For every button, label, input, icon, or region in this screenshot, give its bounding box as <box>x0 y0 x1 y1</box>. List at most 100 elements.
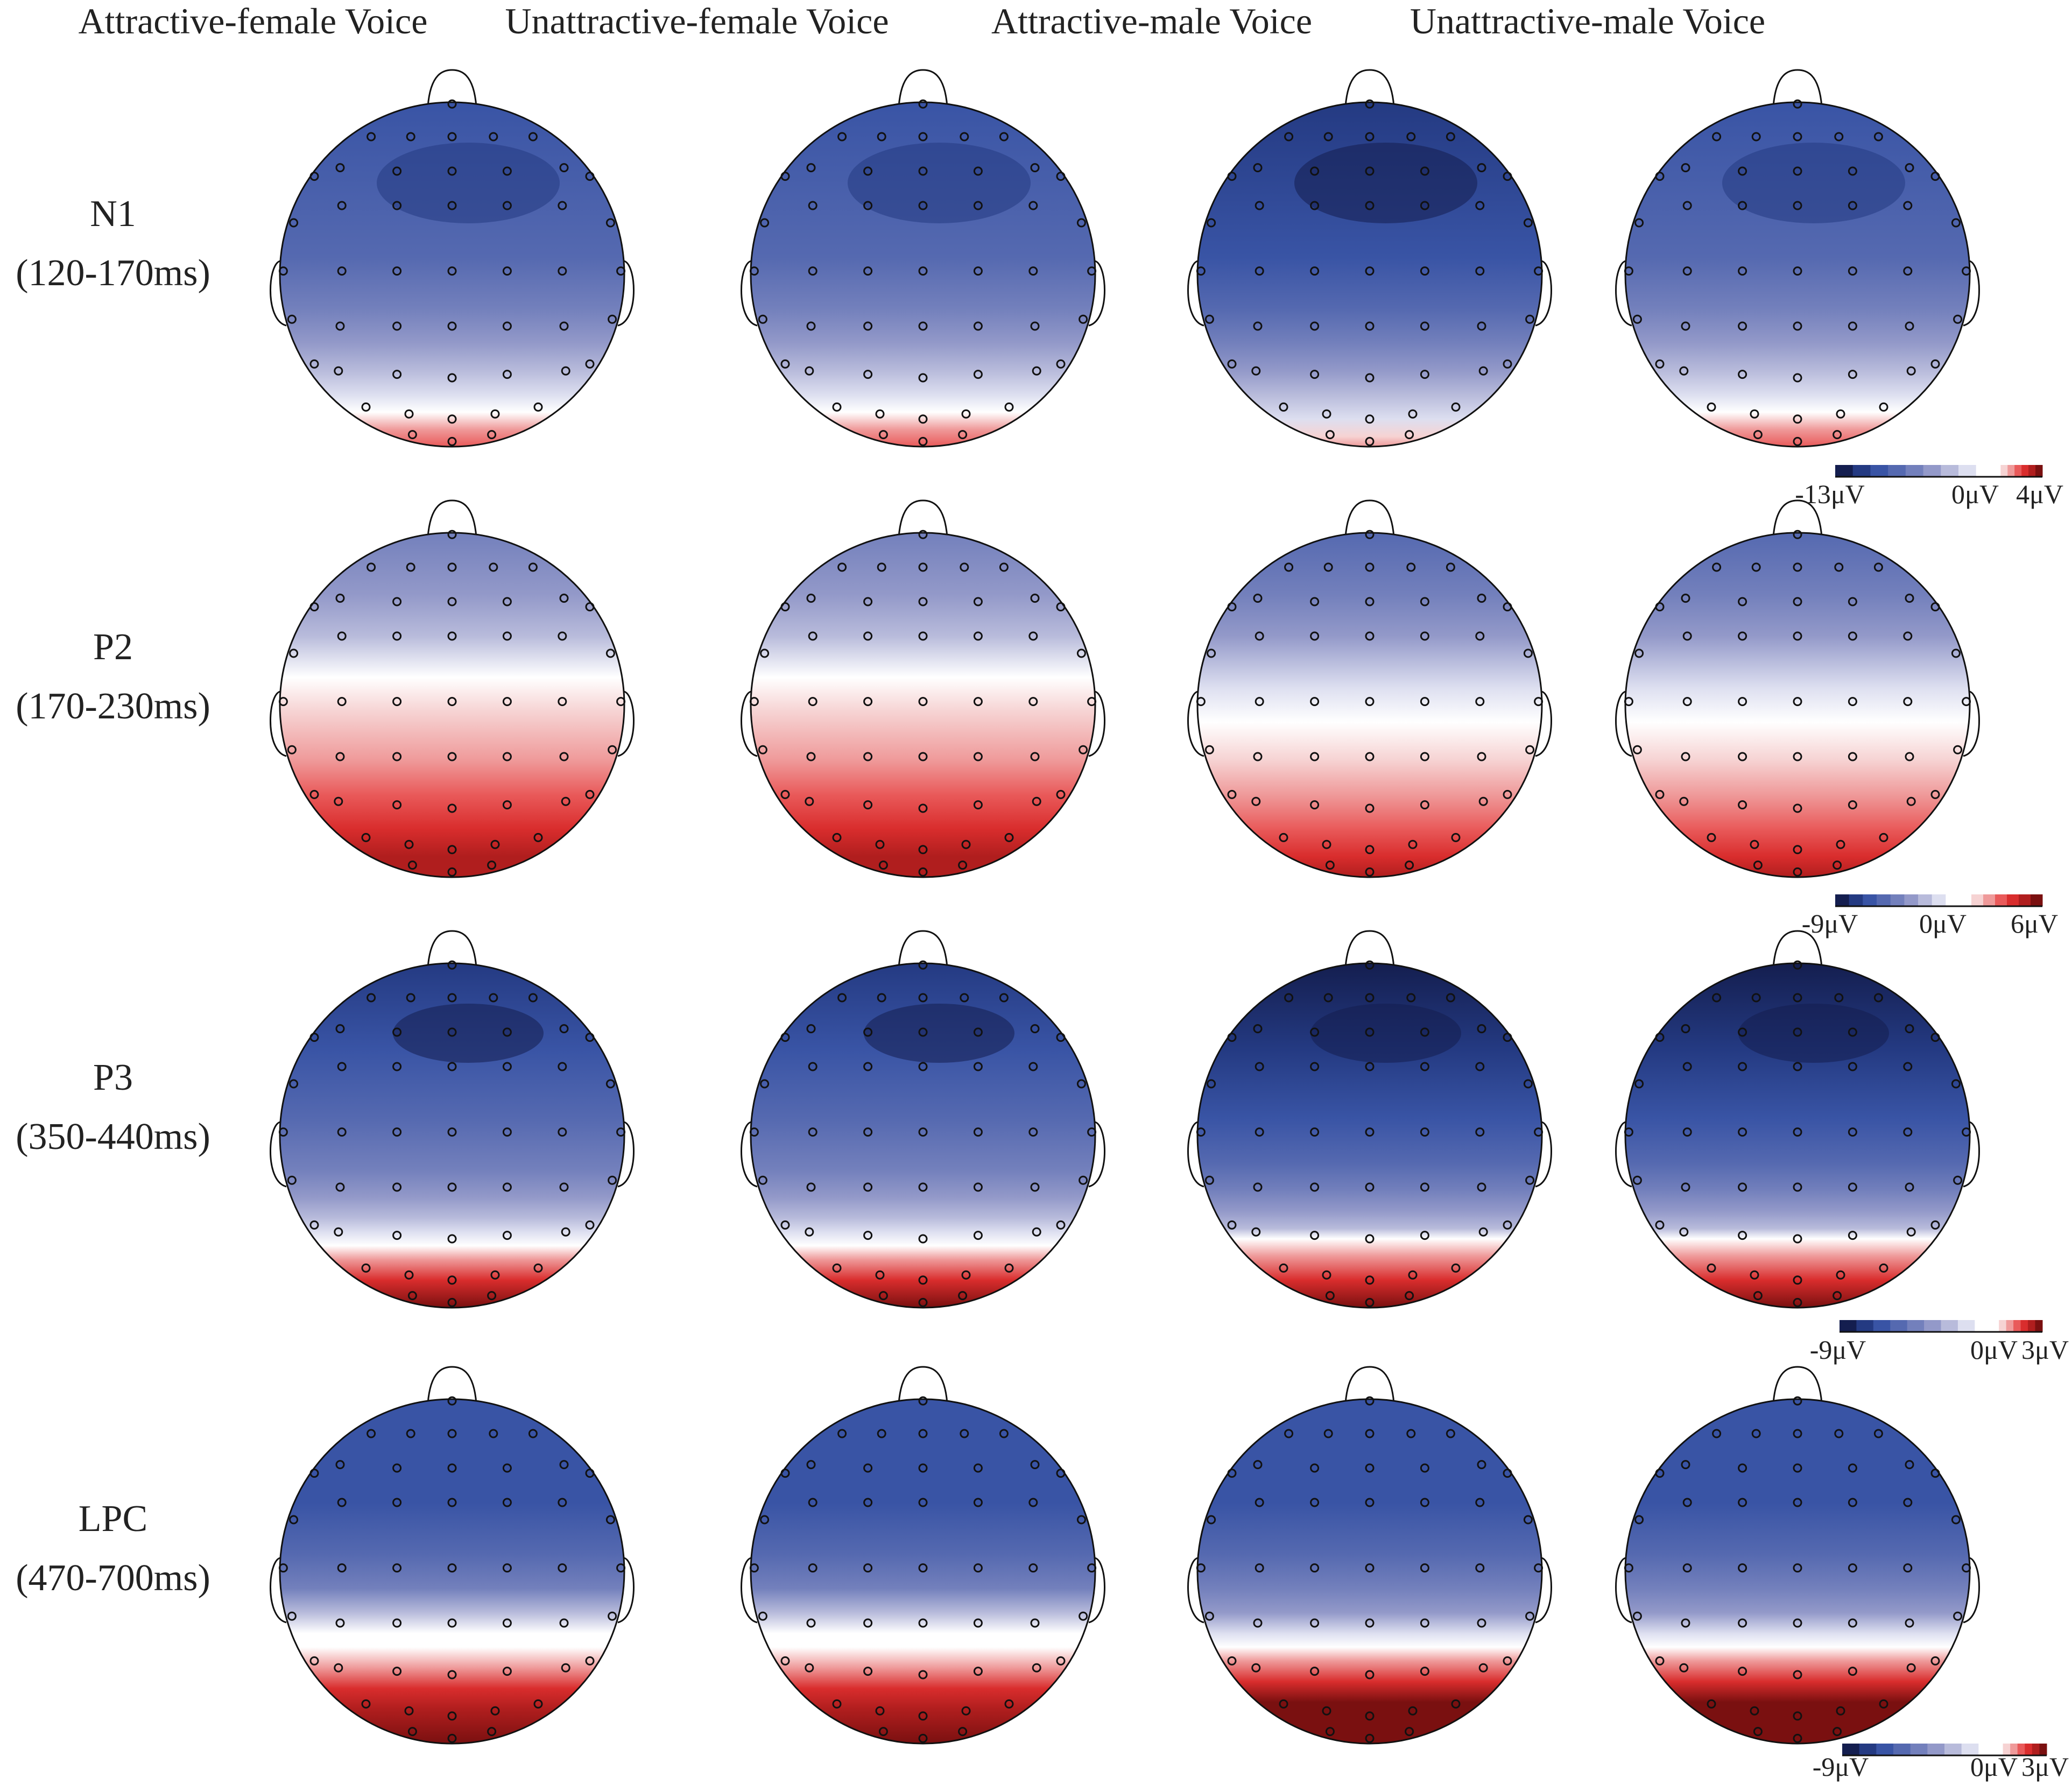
electrode-marker <box>1227 359 1237 369</box>
electrode-marker <box>1420 166 1429 176</box>
electrode-marker <box>447 1127 457 1137</box>
electrode-marker <box>502 1563 512 1573</box>
colorbar-n1: -13μV 0μV 4μV <box>1795 465 2063 509</box>
electrode-marker <box>278 697 288 707</box>
electrode-marker <box>918 1670 928 1680</box>
electrode-marker <box>999 1429 1009 1438</box>
electrode-marker <box>1408 1706 1418 1716</box>
electrode-marker <box>1365 1463 1375 1473</box>
electrode-marker <box>367 132 376 142</box>
electrode-marker <box>863 1498 873 1507</box>
electrode-marker <box>1420 1667 1429 1676</box>
electrode-marker <box>616 1563 626 1573</box>
electrode-marker <box>973 321 983 331</box>
electrode-marker <box>1751 132 1761 142</box>
head-outline <box>1196 101 1543 448</box>
electrode-marker <box>760 218 770 228</box>
electrode-marker <box>1087 697 1097 707</box>
frontal-extremum <box>1294 143 1477 223</box>
electrode-marker <box>1365 803 1375 813</box>
electrode-marker <box>1475 1127 1485 1137</box>
electrode-marker <box>1365 1733 1375 1743</box>
head-outline <box>1196 1398 1543 1745</box>
electrode-marker <box>1738 597 1747 606</box>
electrode-marker <box>561 1663 570 1673</box>
colorbar-swatch <box>1957 1320 1975 1332</box>
electrode-marker <box>334 1227 343 1237</box>
left-ear-outline <box>270 260 287 327</box>
electrode-marker <box>1930 789 1940 799</box>
electrode-marker <box>1712 1429 1722 1438</box>
electrode-marker <box>287 314 297 324</box>
electrode-marker <box>1478 1663 1488 1673</box>
electrode-marker <box>878 860 888 870</box>
electrode-marker <box>502 752 512 761</box>
electrode-marker <box>1848 1618 1857 1628</box>
electrode-marker <box>287 745 297 754</box>
electrode-marker <box>447 867 457 877</box>
electrode-marker <box>447 373 457 383</box>
electrode-marker <box>1738 321 1747 331</box>
electrode-marker <box>447 752 457 761</box>
electrode-marker <box>749 266 759 276</box>
colorbar-swatch <box>1856 1320 1874 1332</box>
electrode-marker <box>1204 314 1214 324</box>
electrode-marker <box>1707 832 1716 842</box>
electrode-marker <box>1523 648 1533 658</box>
electrode-marker <box>961 839 971 849</box>
electrode-marker <box>1906 796 1916 806</box>
electrode-marker <box>1738 1498 1747 1507</box>
colorbar-swatch <box>1890 1320 1908 1332</box>
electrode-marker <box>973 631 983 641</box>
nose-outline <box>898 69 948 107</box>
colorbar-swatch <box>1975 1320 1992 1332</box>
electrode-marker <box>1833 1727 1842 1737</box>
electrode-marker <box>918 201 928 210</box>
electrode-marker <box>1446 562 1455 572</box>
colorbar-swatch <box>1932 894 1946 906</box>
electrode-marker <box>1420 1563 1429 1573</box>
frontal-extremum <box>848 143 1031 223</box>
electrode-marker <box>1207 218 1216 228</box>
electrode-marker <box>918 1275 928 1285</box>
electrode-marker <box>918 373 928 383</box>
electrode-marker <box>1475 266 1485 276</box>
frontal-extremum <box>1310 1004 1461 1063</box>
colorbar-swatch <box>2007 894 2019 906</box>
electrode-marker <box>605 648 615 658</box>
electrode-marker <box>805 796 814 806</box>
electrode-marker <box>918 1062 928 1071</box>
electrode-marker <box>447 1062 457 1071</box>
electrode-marker <box>1793 1396 1802 1406</box>
electrode-marker <box>1834 1429 1844 1438</box>
electrode-marker <box>1420 1027 1429 1037</box>
left-ear-outline <box>1615 690 1632 757</box>
colorbar-swatch <box>2000 465 2008 477</box>
electrode-marker <box>1834 562 1844 572</box>
electrode-marker <box>808 1563 817 1573</box>
colorbar-swatch <box>1960 894 1972 906</box>
electrode-marker <box>528 132 538 142</box>
electrode-marker <box>1253 1618 1263 1628</box>
electrode-marker <box>1503 1656 1512 1666</box>
electrode-marker <box>1750 409 1759 419</box>
left-ear-outline <box>1187 1121 1204 1188</box>
row-window: (170-230ms) <box>16 686 210 727</box>
electrode-marker <box>1365 1182 1375 1192</box>
electrode-marker <box>961 409 971 419</box>
electrode-marker <box>1056 1033 1066 1042</box>
electrode-marker <box>533 1263 543 1273</box>
electrode-marker <box>878 430 888 440</box>
row-title-lpc: LPC (470-700ms) <box>16 1498 210 1599</box>
electrode-marker <box>1793 1670 1802 1680</box>
electrode-marker <box>1325 860 1335 870</box>
electrode-marker <box>1251 796 1261 806</box>
electrode-marker <box>447 960 457 970</box>
electrode-marker <box>1032 796 1041 806</box>
electrode-marker <box>447 1563 457 1573</box>
electrode-marker <box>558 201 567 210</box>
electrode-marker <box>1420 597 1429 606</box>
colorbar-strip <box>1835 894 2043 907</box>
electrode-marker <box>334 1663 343 1673</box>
electrode-marker <box>1310 166 1320 176</box>
